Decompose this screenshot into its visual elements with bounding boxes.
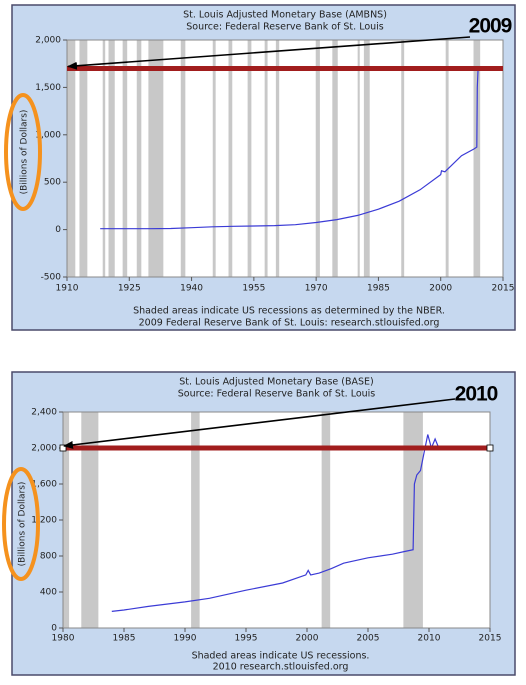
y-tick-label: 0	[55, 225, 61, 235]
recession-band	[264, 40, 268, 277]
x-tick-label: 1925	[118, 284, 141, 294]
x-tick-label: 1940	[180, 284, 203, 294]
footer-note: 2010 research.stlouisfed.org	[213, 662, 349, 673]
y-tick-label: 2,400	[31, 408, 57, 418]
x-tick-label: 2000	[296, 634, 319, 644]
x-tick-label: 2010	[418, 634, 441, 644]
x-tick-label: 1910	[56, 284, 79, 294]
x-tick-label: 1985	[367, 284, 390, 294]
y-tick-label: 2,000	[35, 36, 61, 46]
y-tick-label: -500	[41, 273, 62, 283]
plot-border	[66, 39, 504, 278]
recession-band	[102, 40, 106, 277]
x-tick-label: 2005	[357, 634, 380, 644]
y-tick-label: 1,500	[35, 83, 61, 93]
recession-band	[79, 40, 88, 277]
y-tick-label: 1,000	[35, 130, 61, 140]
plot-area	[67, 40, 503, 277]
recession-band	[363, 40, 370, 277]
recession-band	[136, 40, 142, 277]
recession-band	[228, 40, 233, 277]
recession-band	[148, 40, 164, 277]
recession-band	[315, 40, 320, 277]
chart-panel: St. Louis Adjusted Monetary Base (BASE)S…	[2, 371, 516, 676]
line-end-marker	[486, 444, 494, 452]
data-line	[100, 68, 479, 230]
recession-band	[81, 412, 99, 628]
chart-title: St. Louis Adjusted Monetary Base (BASE)	[179, 377, 374, 388]
x-tick-label: 1955	[242, 284, 265, 294]
annotation: 2009	[469, 15, 512, 38]
recession-band	[445, 40, 449, 277]
recession-band	[67, 40, 76, 277]
recession-band	[401, 40, 405, 277]
footer-note: Shaded areas indicate US recessions.	[192, 651, 370, 662]
y-tick-label: 800	[40, 552, 57, 562]
recession-band	[473, 40, 481, 277]
recession-band	[275, 40, 280, 277]
recession-band	[212, 40, 216, 277]
x-tick-label: 1985	[113, 634, 136, 644]
annotation-arrow	[63, 398, 456, 449]
y-tick-label: 2,000	[31, 444, 57, 454]
recession-band	[332, 40, 338, 277]
y-tick-label: 0	[51, 624, 57, 634]
recession-band	[191, 412, 200, 628]
x-tick-label: 1980	[52, 634, 75, 644]
y-tick-label: 1,600	[31, 480, 57, 490]
x-tick-label: 2000	[429, 284, 452, 294]
y-tick-label: 500	[44, 178, 61, 188]
y-axis-label: (Billions of Dollars)	[18, 482, 28, 567]
chart-subtitle: Source: Federal Reserve Bank of St. Loui…	[186, 22, 384, 33]
recession-band	[180, 40, 186, 277]
x-tick-label: 1990	[174, 634, 197, 644]
x-tick-label: 1995	[235, 634, 258, 644]
recession-band	[357, 40, 360, 277]
chart-title: St. Louis Adjusted Monetary Base (AMBNS)	[183, 10, 387, 21]
recession-band	[108, 40, 115, 277]
footer-note: 2009 Federal Reserve Bank of St. Louis: …	[139, 318, 440, 329]
y-tick-label: 400	[40, 588, 57, 598]
footer-note: Shaded areas indicate US recessions as d…	[133, 306, 445, 317]
y-tick-label: 1,200	[31, 516, 57, 526]
annotation-arrow	[67, 36, 471, 70]
x-tick-label: 2015	[492, 284, 515, 294]
recession-band	[247, 40, 252, 277]
data-line	[111, 434, 440, 612]
recession-band	[321, 412, 331, 628]
x-tick-label: 2015	[479, 634, 502, 644]
annotation: 2010	[455, 383, 498, 406]
recession-band	[63, 412, 70, 628]
recession-band	[122, 40, 128, 277]
y-axis-label: (Billions of Dollars)	[20, 110, 30, 195]
x-tick-label: 1970	[305, 284, 328, 294]
highlight-circle	[4, 93, 42, 211]
highlight-circle	[2, 467, 40, 581]
chart-subtitle: Source: Federal Reserve Bank of St. Loui…	[178, 389, 376, 400]
chart-panel: St. Louis Adjusted Monetary Base (AMBNS)…	[4, 4, 516, 331]
